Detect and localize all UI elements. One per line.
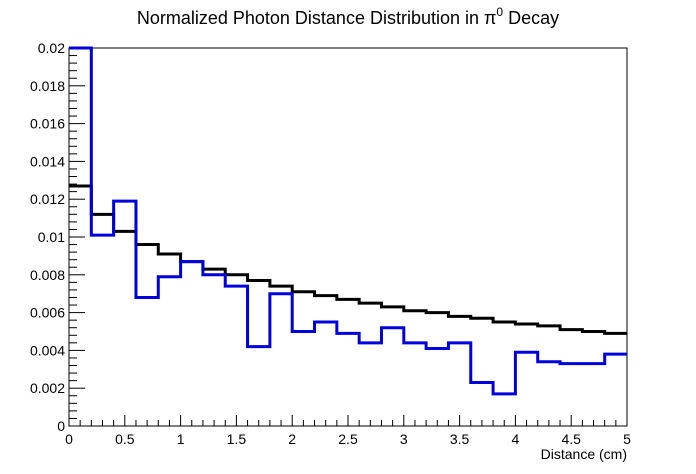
plot-frame <box>68 47 628 427</box>
y-tick-label: 0.008 <box>30 267 65 283</box>
y-tick-label: 0.018 <box>30 78 65 94</box>
series-line-1 <box>69 46 627 396</box>
x-tick-label: 1.5 <box>227 431 247 447</box>
y-tick-label: 0.01 <box>38 229 65 245</box>
x-axis-title: Distance (cm) <box>541 446 627 462</box>
x-tick-label: 0 <box>65 431 73 447</box>
x-tick-label: 4.5 <box>561 431 581 447</box>
x-tick-label: 1 <box>177 431 185 447</box>
y-tick-label: 0.012 <box>30 191 65 207</box>
x-tick-label: 4 <box>512 431 520 447</box>
x-tick-labels: 0 0.5 1 1.5 2 2.5 3 3.5 4 4.5 5 <box>65 431 631 447</box>
chart-title: Normalized Photon Distance Distribution … <box>137 5 559 28</box>
y-tick-label: 0.002 <box>30 380 65 396</box>
x-tick-label: 2 <box>288 431 296 447</box>
series-line-0 <box>69 184 627 335</box>
x-tick-label: 2.5 <box>338 431 358 447</box>
y-tick-label: 0.004 <box>30 342 65 358</box>
x-tick-label: 0.5 <box>115 431 135 447</box>
y-tick-label: 0.016 <box>30 116 65 132</box>
y-tick-label: 0.006 <box>30 305 65 321</box>
axis-ticks <box>68 47 628 427</box>
x-tick-label: 3 <box>400 431 408 447</box>
x-tick-label: 5 <box>623 431 631 447</box>
y-tick-labels: 0 0.002 0.004 0.006 0.008 0.01 0.012 0.014 0.016… <box>30 40 65 434</box>
y-tick-label: 0.014 <box>30 153 65 169</box>
y-tick-label: 0.02 <box>38 40 65 56</box>
series-group <box>69 46 627 396</box>
x-tick-label: 3.5 <box>450 431 470 447</box>
y-tick-label: 0 <box>57 418 65 434</box>
